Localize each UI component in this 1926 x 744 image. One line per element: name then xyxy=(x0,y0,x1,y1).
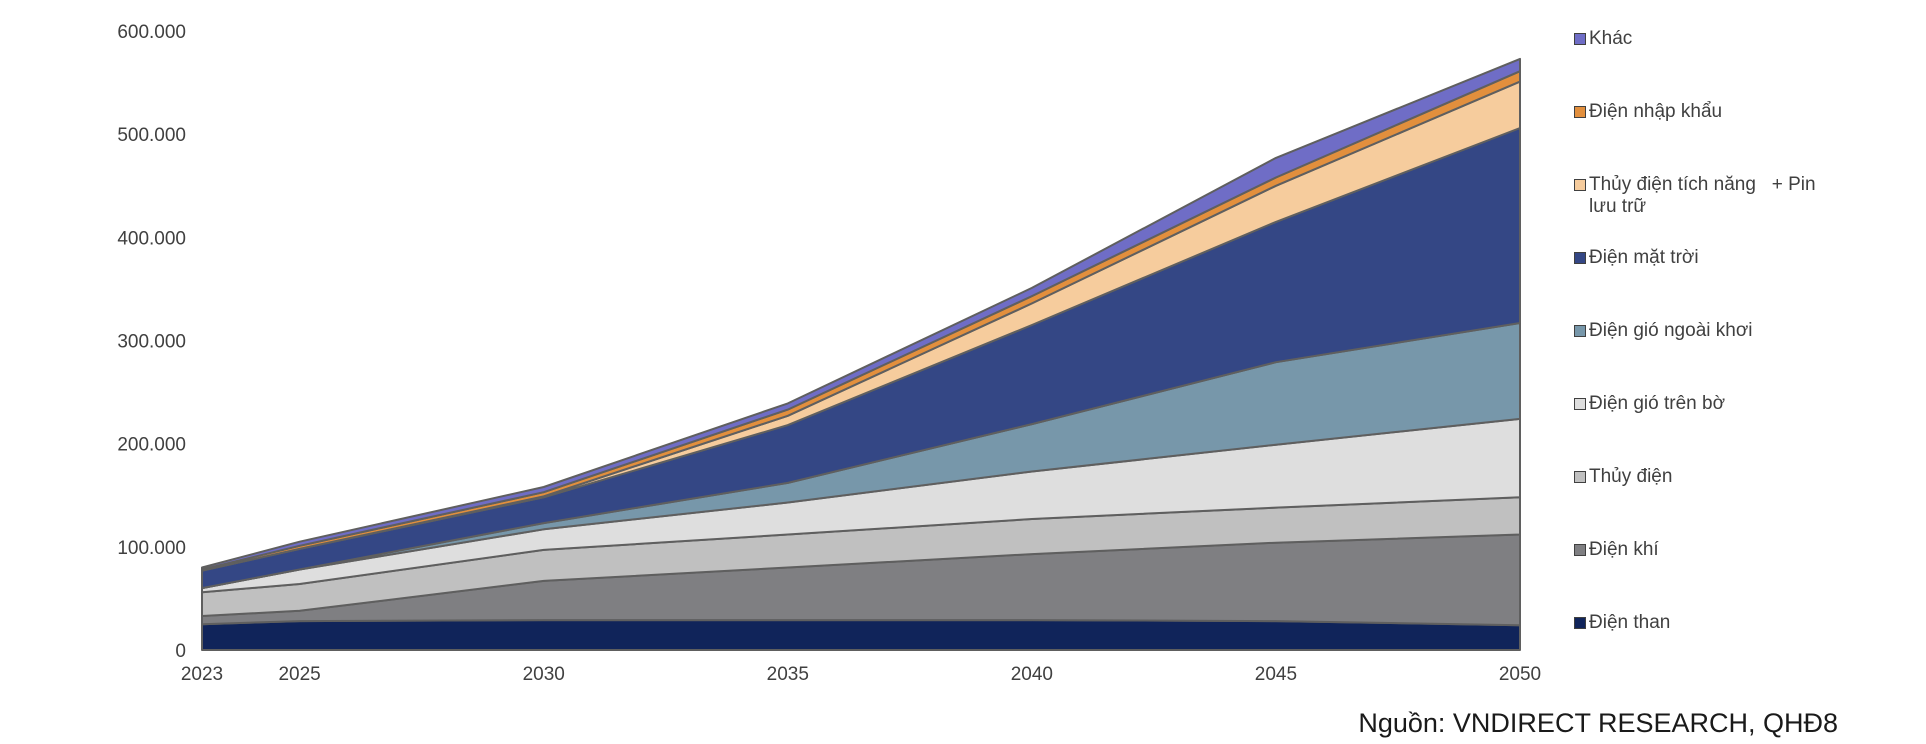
legend-swatch xyxy=(1574,179,1586,191)
legend-swatch xyxy=(1574,325,1586,337)
legend-swatch xyxy=(1574,617,1586,629)
legend-item-dien-gio-tren-bo: Điện gió trên bờ xyxy=(1574,393,1839,415)
chart-areas xyxy=(201,57,1521,651)
x-tick-label: 2040 xyxy=(1011,664,1053,685)
legend-item-dien-khi: Điện khí xyxy=(1574,539,1839,561)
stacked-area-chart: 0 100.000 200.000 300.000 400.000 500.000 600.… xyxy=(117,22,1541,685)
legend-label: Điện than xyxy=(1589,612,1671,633)
x-tick-label: 2035 xyxy=(767,664,809,685)
source-note: Nguồn: VNDIRECT RESEARCH, QHĐ8 xyxy=(1358,708,1838,738)
y-tick-label: 100.000 xyxy=(117,538,186,559)
y-tick-label: 600.000 xyxy=(117,22,186,43)
y-axis-tick-labels: 0 100.000 200.000 300.000 400.000 500.000 600.… xyxy=(117,22,186,662)
x-tick-label: 2023 xyxy=(181,664,223,685)
legend-swatch xyxy=(1574,471,1586,483)
area-series-0 xyxy=(201,619,1521,651)
x-tick-label: 2050 xyxy=(1499,664,1541,685)
legend-label: Khác xyxy=(1589,28,1633,49)
legend-label: Điện khí xyxy=(1589,539,1659,560)
legend-item-khac: Khác xyxy=(1574,28,1839,50)
legend-swatch xyxy=(1574,33,1586,45)
y-tick-label: 0 xyxy=(175,641,186,662)
legend-swatch xyxy=(1574,544,1586,556)
legend-label: Điện gió trên bờ xyxy=(1589,393,1726,414)
legend-item-dien-nhap-khau: Điện nhập khẩu xyxy=(1574,101,1839,123)
x-tick-label: 2030 xyxy=(523,664,565,685)
legend-label: Thủy điện xyxy=(1589,466,1673,487)
legend-swatch xyxy=(1574,252,1586,264)
y-tick-label: 200.000 xyxy=(117,435,186,456)
legend-swatch xyxy=(1574,106,1586,118)
legend-label: Điện nhập khẩu xyxy=(1589,101,1723,122)
legend-swatch xyxy=(1574,398,1586,410)
x-tick-label: 2045 xyxy=(1255,664,1297,685)
legend-item-dien-mat-troi: Điện mặt trời xyxy=(1574,247,1839,269)
legend-item-dien-than: Điện than xyxy=(1574,612,1839,634)
legend-item-dien-gio-ngoai-khoi: Điện gió ngoài khơi xyxy=(1574,320,1839,342)
legend-label: Thủy điện tích năng + Pin lưu trữ xyxy=(1589,174,1821,217)
legend-item-thuy-dien-tich-nang: Thủy điện tích năng + Pin lưu trữ xyxy=(1574,174,1834,218)
legend-item-thuy-dien: Thủy điện xyxy=(1574,466,1839,488)
x-tick-label: 2025 xyxy=(278,664,320,685)
legend-label: Điện gió ngoài khơi xyxy=(1589,320,1753,341)
x-axis-tick-labels: 2023 2025 2030 2035 2040 2045 2050 xyxy=(181,664,1541,685)
area-series-8 xyxy=(201,57,1521,571)
y-tick-label: 500.000 xyxy=(117,125,186,146)
y-tick-label: 400.000 xyxy=(117,228,186,249)
legend-label: Điện mặt trời xyxy=(1589,247,1699,268)
y-tick-label: 300.000 xyxy=(117,332,186,353)
